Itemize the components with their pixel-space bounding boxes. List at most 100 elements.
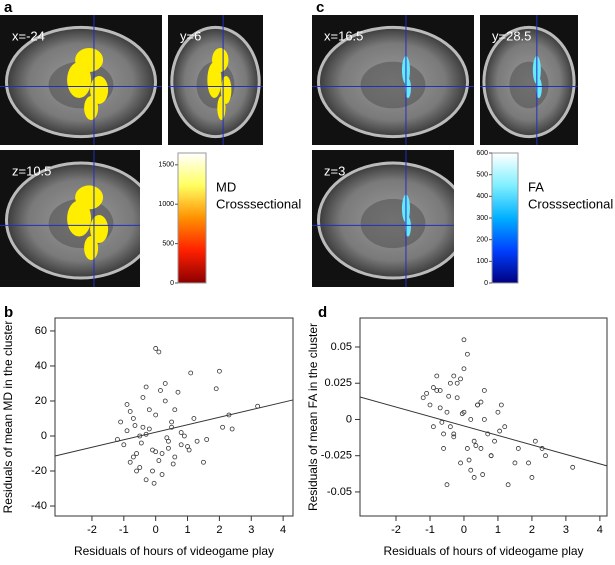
data-point [201,459,206,465]
colorbar-tick-label: 200 [476,237,488,244]
data-point [186,447,192,453]
panel-letter: b [4,304,13,321]
activation-blob [217,96,226,120]
data-point [480,472,486,477]
data-point [162,381,168,386]
activation-blob [207,62,222,98]
data-point [156,458,162,463]
x-tick-label: -1 [119,524,129,536]
data-point [498,402,504,408]
data-point [447,424,453,430]
panel-letter: d [318,304,327,321]
data-point [146,407,152,413]
x-tick-label: 4 [597,524,603,536]
data-point [169,424,175,430]
data-point [121,442,127,448]
colorbar-tick-label: 500 [162,240,174,247]
data-point [137,465,143,470]
data-point [532,438,538,444]
y-tick-label: 0 [346,413,352,425]
data-point [143,384,149,390]
data-point [137,433,143,439]
data-point [156,349,162,355]
data-point [539,446,545,451]
data-point [473,443,479,448]
colorbar-tick-label: 600 [476,150,488,157]
data-point [471,438,477,444]
data-point [468,417,474,422]
x-tick-label: 3 [248,524,254,536]
data-point [170,461,176,467]
y-tick-label: -20 [31,465,47,477]
colorbar-label: Crosssectional [216,196,301,211]
brain-detail [360,61,426,109]
data-point [178,430,184,435]
y-tick-label: 0.025 [324,377,352,389]
colorbar-label: FA [528,179,544,194]
data-point [461,366,467,372]
plot-frame [54,317,294,517]
colorbar-tick-label: 300 [476,215,488,222]
data-point [497,428,503,434]
x-tick-label: -2 [391,524,401,536]
data-point [124,402,130,407]
data-point [444,409,450,415]
data-point [478,399,484,405]
data-point [475,402,480,408]
x-tick-label: 2 [529,524,535,536]
data-point [153,346,159,351]
view-label: y=28.5 [492,28,531,43]
data-point [447,380,453,386]
data-point [454,380,460,386]
y-tick-label: 0 [41,430,47,442]
data-point [172,407,178,413]
y-axis-label: Residuals of mean MD in the cluster [1,321,15,514]
y-tick-label: 40 [35,360,47,372]
data-point [140,424,146,430]
activation-blob [67,62,92,98]
data-point [134,468,139,474]
data-point [430,424,436,430]
data-point [188,370,194,376]
data-point [143,431,149,437]
colorbar-label: Crosssectional [528,196,613,211]
data-point [434,388,440,393]
activation-blob [67,200,92,237]
data-point [169,419,175,425]
view-label: z=3 [324,163,345,178]
data-point [194,438,200,444]
data-point [458,376,463,382]
data-point [451,434,457,440]
data-point [439,419,445,425]
data-point [458,460,463,466]
data-point [461,337,467,343]
data-point [130,416,136,421]
colorbar [177,152,207,284]
x-tick-label: 3 [563,524,569,536]
data-point [150,468,155,474]
data-point [478,446,484,451]
data-point [437,388,443,393]
activation-blob [84,96,99,120]
data-point [444,482,450,488]
y-tick-label: 60 [35,325,47,337]
data-point [159,451,165,456]
data-point [159,472,165,477]
data-point [158,388,163,393]
data-point [175,389,181,395]
data-point [143,477,149,483]
data-point [502,424,508,430]
data-point [151,480,157,486]
data-point [512,460,518,466]
data-point [127,409,133,414]
y-tick-label: -0.05 [327,486,352,498]
brain-detail [360,198,426,249]
y-tick-label: -40 [31,500,47,512]
data-point [543,453,548,459]
data-point [132,423,138,428]
data-point [454,395,460,401]
data-point [204,437,210,442]
x-tick-label: 0 [461,524,467,536]
data-point [127,459,133,465]
